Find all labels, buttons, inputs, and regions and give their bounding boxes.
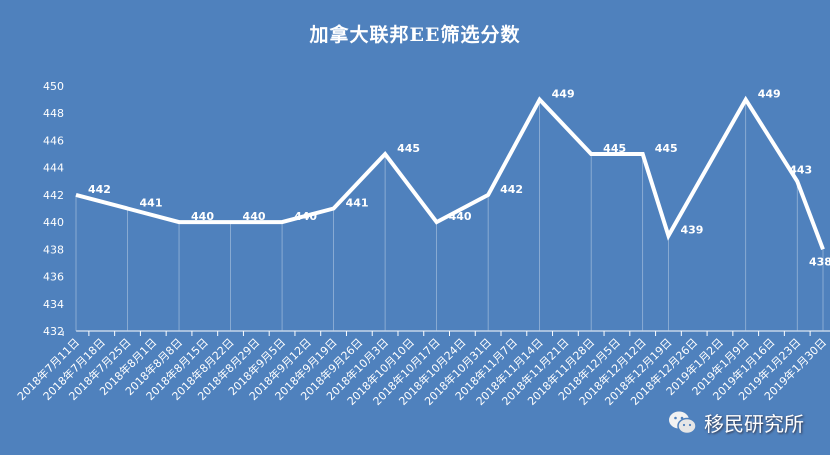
y-tick-label: 438 [43,243,64,256]
data-label: 441 [346,197,369,210]
y-tick-label: 434 [43,298,64,311]
data-label: 443 [789,163,812,176]
data-label: 442 [500,183,523,196]
data-label: 440 [449,210,472,223]
wechat-icon [669,411,697,434]
series-line [75,95,825,251]
y-tick-label: 436 [43,271,64,284]
data-label: 445 [603,142,626,155]
data-label: 445 [655,142,678,155]
y-tick-label: 448 [43,107,64,120]
data-label: 439 [680,224,703,237]
data-label: 438 [809,255,830,268]
chart-title: 加拿大联邦EE筛选分数 [309,24,521,46]
y-tick-label: 444 [43,162,64,175]
y-tick-label: 442 [43,189,64,202]
data-label: 449 [758,88,781,101]
y-tick-label: 440 [43,216,64,229]
data-label: 440 [191,210,214,223]
data-label: 441 [140,197,163,210]
y-tick-label: 446 [43,134,64,147]
watermark: 移民研究所 [668,408,804,437]
data-label: 449 [552,88,575,101]
watermark-text: 移民研究所 [704,412,804,436]
data-label: 440 [243,210,266,223]
data-label: 445 [397,142,420,155]
y-tick-label: 450 [43,80,64,93]
y-tick-label: 432 [43,325,64,338]
data-label: 442 [88,183,111,196]
data-label: 440 [294,210,317,223]
